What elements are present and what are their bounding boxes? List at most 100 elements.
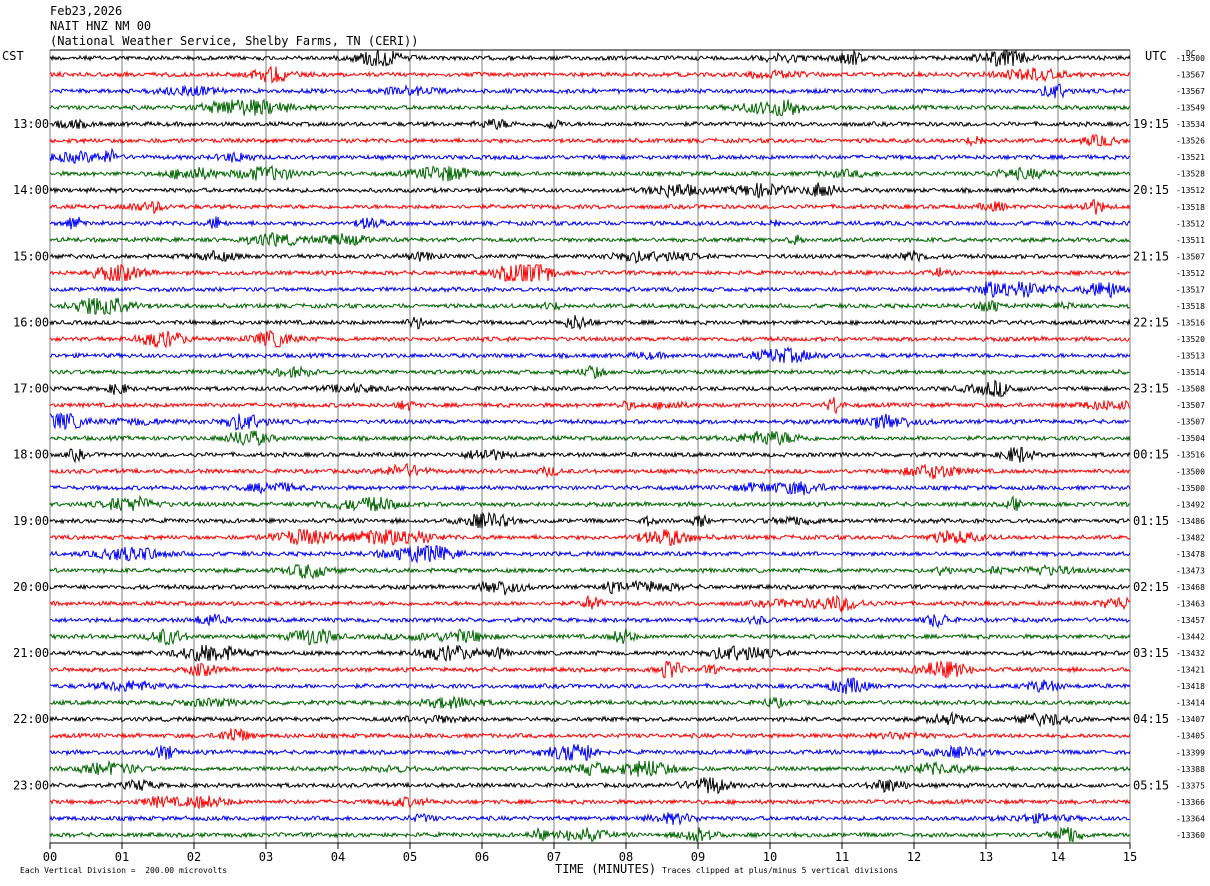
row-offset-label: -13375: [1176, 781, 1205, 790]
seismic-trace-row: [49, 462, 1131, 480]
row-offset-label: -13516: [1176, 318, 1205, 327]
row-offset-label: -13500: [1176, 467, 1205, 476]
row-offset-label: -13418: [1176, 682, 1205, 691]
seismic-trace-row: [49, 695, 1131, 710]
left-hour-label: 14:00: [13, 183, 49, 197]
seismic-trace-row: [49, 379, 1131, 398]
row-offset-label: -13504: [1176, 434, 1205, 443]
seismic-traces: [49, 49, 1131, 843]
seismic-trace-row: [49, 198, 1131, 215]
row-offset-label: -13518: [1176, 203, 1205, 212]
seismic-trace-row: [49, 216, 1131, 230]
seismic-trace-row: [49, 645, 1131, 663]
seismic-trace-row: [49, 49, 1131, 67]
seismic-trace-row: [49, 812, 1131, 826]
row-offset-label: -13482: [1176, 533, 1205, 542]
right-hour-label: 23:15: [1133, 382, 1169, 396]
seismic-trace-row: [49, 677, 1131, 695]
seismic-trace-row: [49, 494, 1130, 512]
left-hour-label: 20:00: [13, 580, 49, 594]
row-offset-label: -13507: [1176, 252, 1205, 261]
x-tick-label: 09: [691, 850, 705, 864]
x-axis: 00 01 02 03 04 05 06 07 08 09 10 11 12 13 14 15: [43, 49, 1137, 864]
seismic-trace-row: [49, 133, 1131, 148]
seismic-trace-row: [49, 659, 1131, 680]
right-hour-label: 05:15: [1133, 778, 1169, 792]
seismic-trace-row: [49, 346, 1131, 364]
row-offset-label: -13567: [1176, 87, 1205, 96]
x-tick-label: 02: [187, 850, 201, 864]
x-axis-title: TIME (MINUTES): [555, 862, 657, 876]
seismic-trace-row: [49, 231, 1131, 248]
seismic-trace-row: [49, 118, 1131, 131]
seismic-trace-row: [49, 430, 1131, 447]
network-name: (National Weather Service, Shelby Farms,…: [50, 34, 419, 48]
left-timezone-label: CST: [2, 49, 24, 63]
seismic-trace-row: [49, 744, 1131, 761]
seismic-trace-row: [49, 777, 1131, 795]
row-offset-label: -13507: [1176, 418, 1205, 427]
clip-note: Traces clipped at plus/minus 5 vertical …: [662, 866, 899, 875]
row-offset-label: -13421: [1176, 666, 1205, 675]
seismic-trace-row: [49, 628, 1131, 646]
right-hour-label: 19:15: [1133, 117, 1169, 131]
row-offset-label: -13405: [1176, 732, 1205, 741]
right-hour-label: 22:15: [1133, 315, 1169, 329]
x-tick-label: 06: [475, 850, 489, 864]
left-hour-label: 13:00: [13, 117, 49, 131]
seismic-trace-row: [49, 481, 1131, 496]
seismic-trace-row: [49, 795, 1131, 810]
row-offset-label: -13526: [1176, 137, 1205, 146]
row-offset-label: -13500: [1176, 54, 1205, 63]
right-hour-label: 03:15: [1133, 646, 1169, 660]
x-tick-label: 15: [1123, 850, 1137, 864]
seismic-trace-row: [49, 66, 1131, 84]
row-offset-label: -13521: [1176, 153, 1205, 162]
seismic-trace-row: [49, 711, 1131, 728]
left-hour-label: 19:00: [13, 514, 49, 528]
row-offset-label: -13360: [1176, 831, 1205, 840]
chart-date: Feb23,2026: [50, 4, 123, 18]
row-offset-label: -13500: [1176, 484, 1205, 493]
seismic-trace-row: [49, 98, 1131, 117]
seismic-trace-row: [49, 412, 1131, 431]
x-tick-label: 05: [403, 850, 417, 864]
right-hour-label: 00:15: [1133, 448, 1169, 462]
row-offset-label: -13432: [1176, 649, 1205, 658]
left-hour-label: 16:00: [13, 315, 49, 329]
seismic-trace-row: [49, 164, 1131, 182]
row-offset-label: -13512: [1176, 269, 1205, 278]
row-offset-label: -13512: [1176, 219, 1205, 228]
right-hour-label: 20:15: [1133, 183, 1169, 197]
row-offset-label: -13486: [1176, 517, 1205, 526]
seismic-trace-row: [49, 330, 1131, 349]
row-offset-label: -13399: [1176, 748, 1205, 757]
seismic-trace-row: [49, 759, 1131, 777]
row-offset-label: -13457: [1176, 616, 1205, 625]
row-offset-label: -13513: [1176, 352, 1205, 361]
seismic-trace-row: [49, 594, 1131, 613]
row-offset-label: -13478: [1176, 550, 1205, 559]
row-offset-label: -13473: [1176, 566, 1205, 575]
row-offset-label: -13407: [1176, 715, 1205, 724]
left-hour-label: 17:00: [13, 382, 49, 396]
x-tick-label: 04: [331, 850, 345, 864]
seismic-trace-row: [49, 579, 1131, 596]
left-hour-label: 15:00: [13, 249, 49, 263]
row-offset-label: -13549: [1176, 104, 1205, 113]
row-offset-label: -13520: [1176, 335, 1205, 344]
right-timezone-label: UTC: [1145, 49, 1167, 63]
seismic-trace-row: [49, 727, 1131, 741]
row-offset-label: -13414: [1176, 699, 1205, 708]
seismic-trace-row: [49, 613, 1131, 629]
row-offset-label: -13508: [1176, 385, 1205, 394]
row-offset-label: -13528: [1176, 170, 1205, 179]
row-offset-label: -13534: [1176, 120, 1205, 129]
right-hour-label: 21:15: [1133, 249, 1169, 263]
right-hour-label: 04:15: [1133, 712, 1169, 726]
row-offset-label: -13507: [1176, 401, 1205, 410]
seismic-trace-row: [49, 397, 1131, 415]
row-offset-label: -13512: [1176, 186, 1205, 195]
row-offset-label: -13517: [1176, 285, 1205, 294]
